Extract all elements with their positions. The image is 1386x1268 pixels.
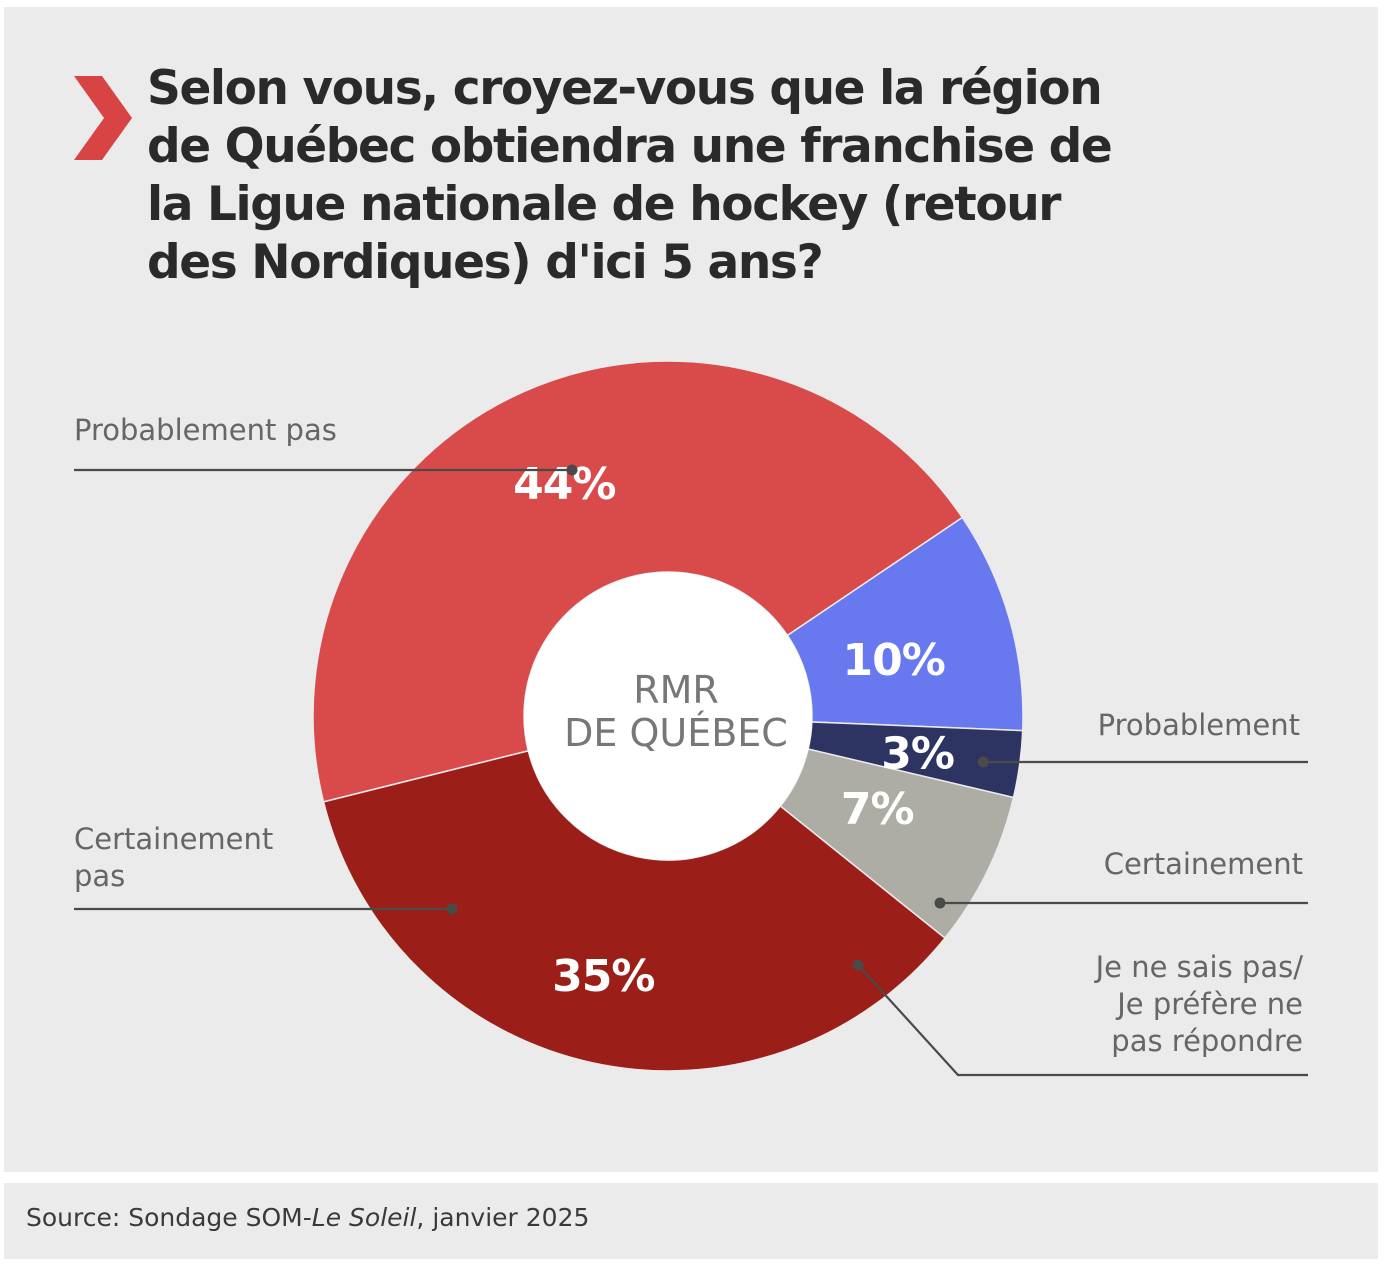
- donut-chart: RMR DE QUÉBEC 44% Probablement pas 10% Prob…: [74, 360, 1308, 1077]
- category-label: Probablement: [1098, 708, 1300, 742]
- title-line: la Ligue nationale de hockey (retour: [147, 177, 1061, 232]
- source-bar: Source: Sondage SOM-Le Soleil, janvier 2…: [4, 1183, 1378, 1259]
- leader-line: [857, 964, 1308, 1077]
- callouts: 44% Probablement pas 10% Probablement 3% Cert…: [74, 413, 1308, 1077]
- center-label-line-2: DE QUÉBEC: [564, 711, 788, 755]
- leader-dot: [977, 756, 989, 768]
- category-label: Certainement: [1104, 847, 1303, 881]
- value-label: 35%: [552, 951, 654, 1002]
- category-label-line: Je ne sais pas/: [1094, 950, 1304, 984]
- source-prefix: Source: Sondage SOM-: [26, 1203, 312, 1232]
- title-line: de Québec obtiendra une franchise de: [147, 119, 1113, 174]
- category-label-line: Je préfère ne: [1115, 987, 1303, 1021]
- leader-dot: [446, 903, 458, 915]
- chart-title: Selon vous, croyez-vous que la région de…: [147, 60, 1147, 292]
- leader-dot: [852, 959, 864, 971]
- value-label: 10%: [843, 635, 945, 686]
- category-label-line: pas répondre: [1111, 1024, 1303, 1058]
- value-label: 7%: [841, 784, 914, 835]
- category-label-line: Probablement pas: [74, 413, 337, 447]
- title-line: des Nordiques) d'ici 5 ans?: [147, 235, 824, 290]
- category-label: Je ne sais pas/Je préfère ne pas répondre: [1094, 950, 1304, 1058]
- title-line: Selon vous, croyez-vous que la région: [147, 61, 1103, 116]
- category-label: Probablement pas: [74, 413, 337, 447]
- category-label-line: Probablement: [1098, 708, 1300, 742]
- source-text: Source: Sondage SOM-Le Soleil, janvier 2…: [26, 1203, 589, 1232]
- value-label: 44%: [513, 459, 615, 510]
- category-label: Certainement pas: [74, 822, 273, 893]
- slices: [312, 360, 1024, 1072]
- category-label-line: pas: [74, 859, 125, 893]
- center-label-line-1: RMR: [633, 668, 719, 712]
- source-publication: Le Soleil: [311, 1203, 417, 1232]
- center-hole: [524, 572, 812, 860]
- leader-dot: [934, 897, 946, 909]
- source-suffix: , janvier 2025: [416, 1203, 590, 1232]
- category-label-line: Certainement: [1104, 847, 1303, 881]
- leader-dot: [566, 464, 578, 476]
- value-label: 3%: [881, 728, 954, 779]
- category-label-line: Certainement: [74, 822, 273, 856]
- chevron-icon: [74, 76, 132, 160]
